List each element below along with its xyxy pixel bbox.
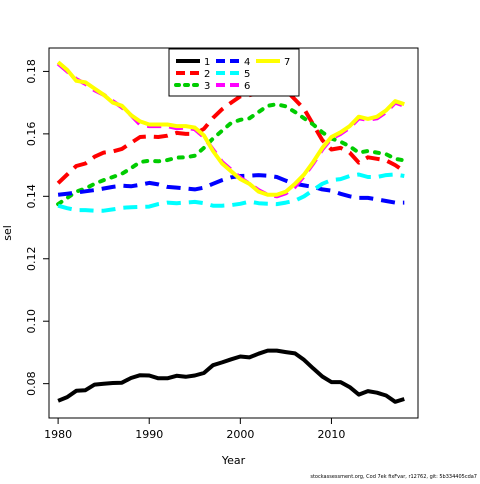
- series-line-1: [57, 348, 405, 404]
- plot-lines: [56, 60, 407, 404]
- series-line-2: [56, 88, 406, 185]
- series-line-5: [57, 172, 405, 213]
- legend-label-5: 5: [244, 69, 250, 80]
- series-line-7: [56, 60, 405, 197]
- x-tick-label: 2000: [226, 428, 254, 441]
- legend: 123 456 7: [168, 48, 300, 97]
- legend-label-7: 7: [284, 57, 290, 68]
- y-tick-label: 0.10: [25, 309, 38, 334]
- x-tick-label: 2010: [317, 428, 345, 441]
- legend-label-1: 1: [204, 57, 210, 68]
- x-tick-label: 1980: [44, 428, 72, 441]
- y-tick-label: 0.08: [25, 371, 38, 396]
- legend-label-4: 4: [244, 57, 250, 68]
- x-axis-title: Year: [221, 454, 246, 467]
- y-tick-label: 0.12: [25, 247, 38, 272]
- legend-label-2: 2: [204, 69, 210, 80]
- y-axis: 0.08 0.10 0.12 0.14 0.16 0.18: [25, 59, 49, 396]
- x-tick-label: 1990: [135, 428, 163, 441]
- plot-frame: [48, 47, 419, 419]
- y-tick-label: 0.16: [25, 122, 38, 147]
- legend-label-3: 3: [204, 81, 210, 92]
- y-tick-label: 0.14: [25, 184, 38, 209]
- series-line-3: [56, 102, 407, 207]
- x-axis: 1980 1990 2000 2010: [44, 418, 345, 441]
- legend-label-6: 6: [244, 81, 250, 92]
- series-line-4: [57, 173, 405, 205]
- y-tick-label: 0.18: [25, 59, 38, 84]
- y-axis-title: sel: [1, 225, 14, 241]
- footer-note: stockassessment.org, Cod 7ek fixFvar, r1…: [310, 474, 477, 480]
